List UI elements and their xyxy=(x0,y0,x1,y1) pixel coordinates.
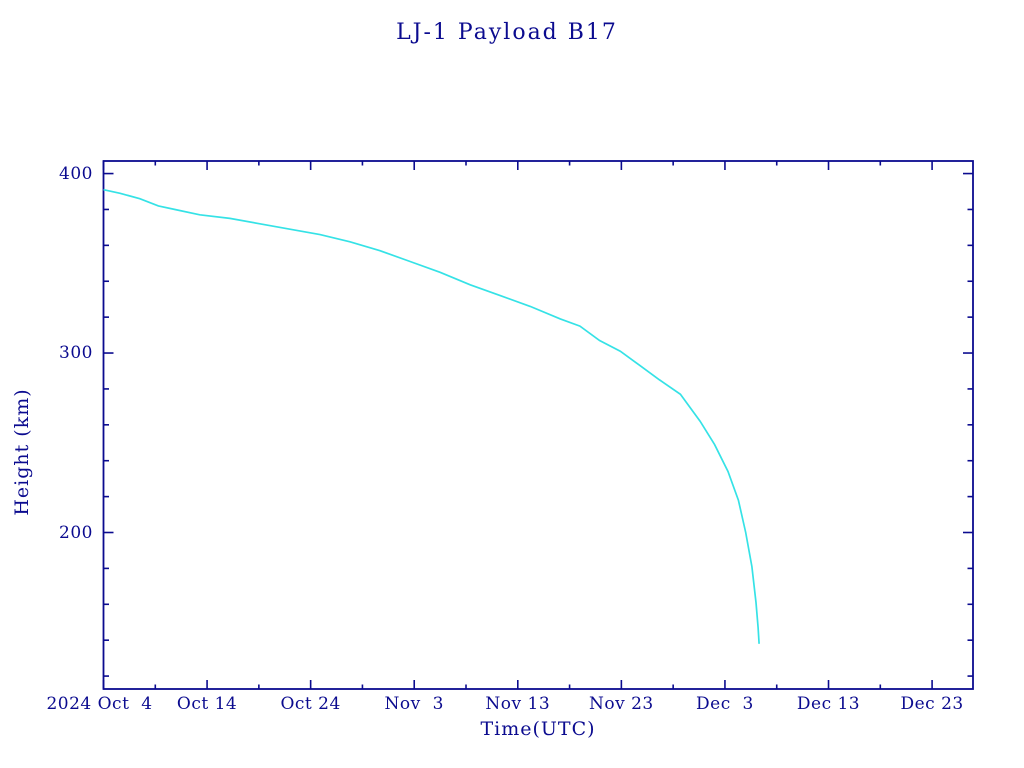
data-curve-payload-orbit-height-decay xyxy=(103,188,760,644)
chart-title: LJ-1 Payload B17 xyxy=(396,20,618,45)
x-tick-label: Dec 23 xyxy=(900,694,964,714)
plot-frame xyxy=(102,160,974,690)
y-tick-label: 200 xyxy=(59,522,93,543)
x-tick-label: Nov 13 xyxy=(485,694,551,714)
x-tick-label: Dec 13 xyxy=(796,694,861,714)
x-tick-label: Oct 24 xyxy=(280,694,341,714)
x-axis-label: Time(UTC) xyxy=(480,718,596,740)
x-tick-label: 2024 Oct 4 xyxy=(46,694,153,714)
y-tick-label: 400 xyxy=(59,163,93,184)
x-tick-label: Nov 23 xyxy=(588,694,654,714)
y-tick-label: 300 xyxy=(59,343,93,364)
x-tick-label: Oct 14 xyxy=(176,694,238,714)
x-tick-label: Dec 3 xyxy=(696,694,754,714)
y-axis-label: Height (km) xyxy=(11,388,33,516)
x-tick-label: Nov 3 xyxy=(384,694,444,714)
